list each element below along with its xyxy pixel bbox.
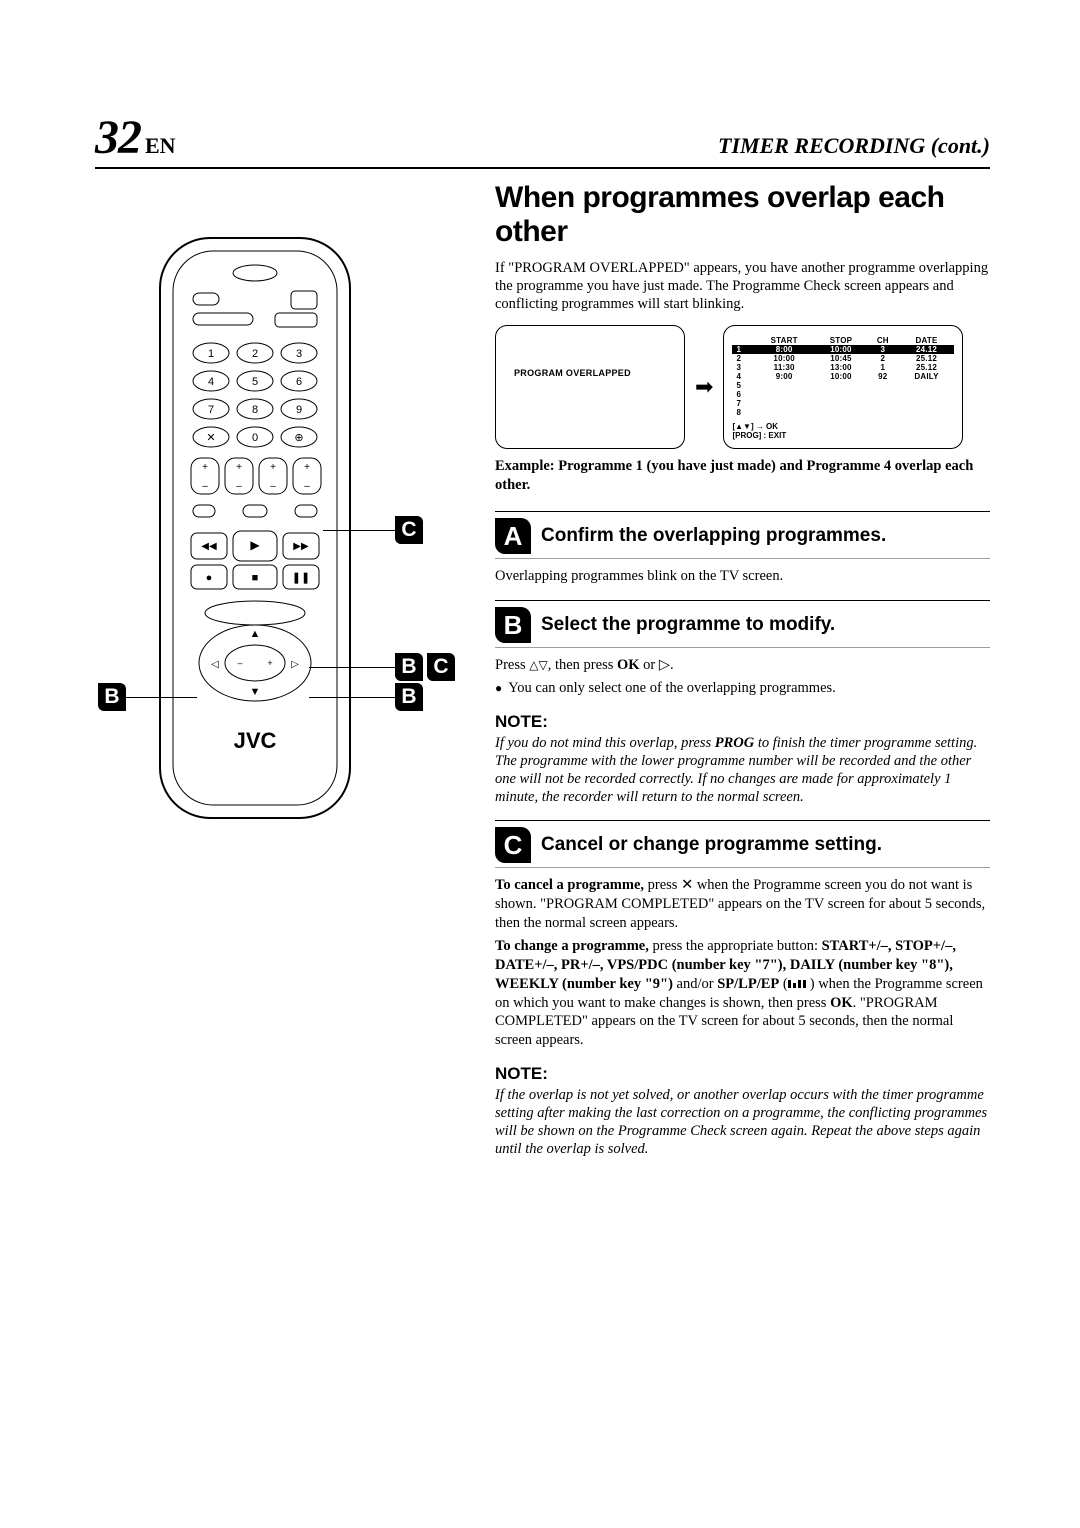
intro-paragraph: If "PROGRAM OVERLAPPED" appears, you hav… [495,259,990,313]
svg-text:3: 3 [296,348,302,360]
press-prefix: Press [495,657,529,673]
change-buttons-2: (number key "7") [672,957,783,973]
svg-text:7: 7 [208,404,214,416]
change-buttons-5: SP/LP/EP [717,976,779,992]
svg-text:▶: ▶ [250,538,260,552]
callout-line [126,697,197,698]
svg-text:–: – [202,481,208,492]
svg-text:–: – [304,481,310,492]
svg-text:▲: ▲ [250,628,261,640]
change-label: To change a programme, [495,938,649,954]
note-2-title: NOTE: [495,1064,990,1084]
svg-text:◁: ◁ [211,659,219,670]
page-number: 32 [95,111,141,164]
step-2-title: Select the programme to modify. [541,614,835,636]
remote-control-illustration: 1 2 3 4 5 6 7 8 9 ✕ 0 ⊕ [155,233,355,823]
up-down-triangle-icon: △▽ [529,658,547,672]
cancel-label: To cancel a programme, [495,877,644,893]
step-3-number: C [495,827,531,863]
remote-illustration-column: 1 2 3 4 5 6 7 8 9 ✕ 0 ⊕ [95,181,477,1173]
svg-text:⊕: ⊕ [294,432,303,444]
tv-screen-overlapped: PROGRAM OVERLAPPED [495,325,685,449]
svg-text:1: 1 [208,348,214,360]
tv-footer-line2: [PROG] : EXIT [732,431,786,440]
svg-text:■: ■ [252,572,259,584]
page-number-block: 32EN [95,110,176,165]
section-title: When programmes overlap each other [495,181,990,249]
callout-2-lower-right: B [395,683,423,711]
page-lang: EN [145,133,176,158]
tv-screen-programme-list: STARTSTOPCHDATE18:0010:00324.12210:0010:… [723,325,963,449]
svg-text:✕: ✕ [206,432,215,444]
step-2-bullet: You can only select one of the overlappi… [508,679,836,698]
step-1: A Confirm the overlapping programmes. Ov… [495,511,990,586]
step-3-title: Cancel or change programme setting. [541,834,882,856]
step-2: B Select the programme to modify. Press … [495,600,990,698]
note-1-body: If you do not mind this overlap, press P… [495,734,990,807]
step-2-number: B [495,607,531,643]
note-2-body: If the overlap is not yet solved, or ano… [495,1086,990,1159]
change-text-1: press the appropriate button: [649,938,822,954]
step-1-number: A [495,518,531,554]
svg-text:9: 9 [296,404,302,416]
callout-line [309,667,395,668]
svg-text:JVC: JVC [234,728,277,753]
callout-3-mid: C [427,653,455,681]
content-column: When programmes overlap each other If "P… [495,181,990,1173]
svg-text:❚❚: ❚❚ [292,572,310,584]
svg-text:▼: ▼ [250,686,261,698]
callout-2-left: B [98,683,126,711]
svg-text:–: – [270,481,276,492]
change-buttons-4: and/or [673,976,717,992]
svg-text:▷: ▷ [291,659,299,670]
svg-text:+: + [304,462,310,473]
svg-text:8: 8 [252,404,258,416]
step-1-body: Overlapping programmes blink on the TV s… [495,567,990,586]
tv-screens-row: PROGRAM OVERLAPPED ➡ STARTSTOPCHDATE18:0… [495,325,990,449]
tv-footer-line1: [▲▼] → OK [732,422,778,431]
step-3: C Cancel or change programme setting. To… [495,820,990,1050]
svg-text:–: – [236,481,242,492]
callout-2-mid: B [395,653,423,681]
ok-label-2: OK [830,995,853,1011]
step-2-body: Press △▽, then press OK or ▷. ● You can … [495,656,990,698]
svg-text:0: 0 [252,432,258,444]
svg-text:●: ● [206,572,213,584]
svg-text:+: + [267,658,272,668]
tv-footer: [▲▼] → OK [PROG] : EXIT [732,422,786,440]
ok-label: OK [617,657,640,673]
note-1-title: NOTE: [495,712,990,732]
step-1-title: Confirm the overlapping programmes. [541,525,886,547]
page-header: 32EN TIMER RECORDING (cont.) [95,110,990,169]
svg-text:▶▶: ▶▶ [293,541,309,552]
svg-text:+: + [270,462,276,473]
arrow-icon: ➡ [695,374,713,400]
svg-text:+: + [202,462,208,473]
header-title: TIMER RECORDING (cont.) [718,133,990,159]
svg-text:5: 5 [252,376,258,388]
example-text: Example: Programme 1 (you have just made… [495,457,990,495]
svg-text:4: 4 [208,376,214,388]
tv-screen-label: PROGRAM OVERLAPPED [514,368,631,378]
programme-table: STARTSTOPCHDATE18:0010:00324.12210:0010:… [732,336,954,417]
callout-line [309,697,395,698]
callout-line [323,530,395,531]
bullet-icon: ● [495,679,502,698]
svg-text:2: 2 [252,348,258,360]
svg-text:6: 6 [296,376,302,388]
press-suffix: or ▷. [640,657,674,673]
tape-speed-icon [788,979,810,989]
svg-text:–: – [237,658,242,668]
callout-3-upper: C [395,516,423,544]
step-3-body: To cancel a programme, press ✕ when the … [495,876,990,1050]
svg-text:◀◀: ◀◀ [201,541,217,552]
press-mid: , then press [548,657,617,673]
svg-text:+: + [236,462,242,473]
